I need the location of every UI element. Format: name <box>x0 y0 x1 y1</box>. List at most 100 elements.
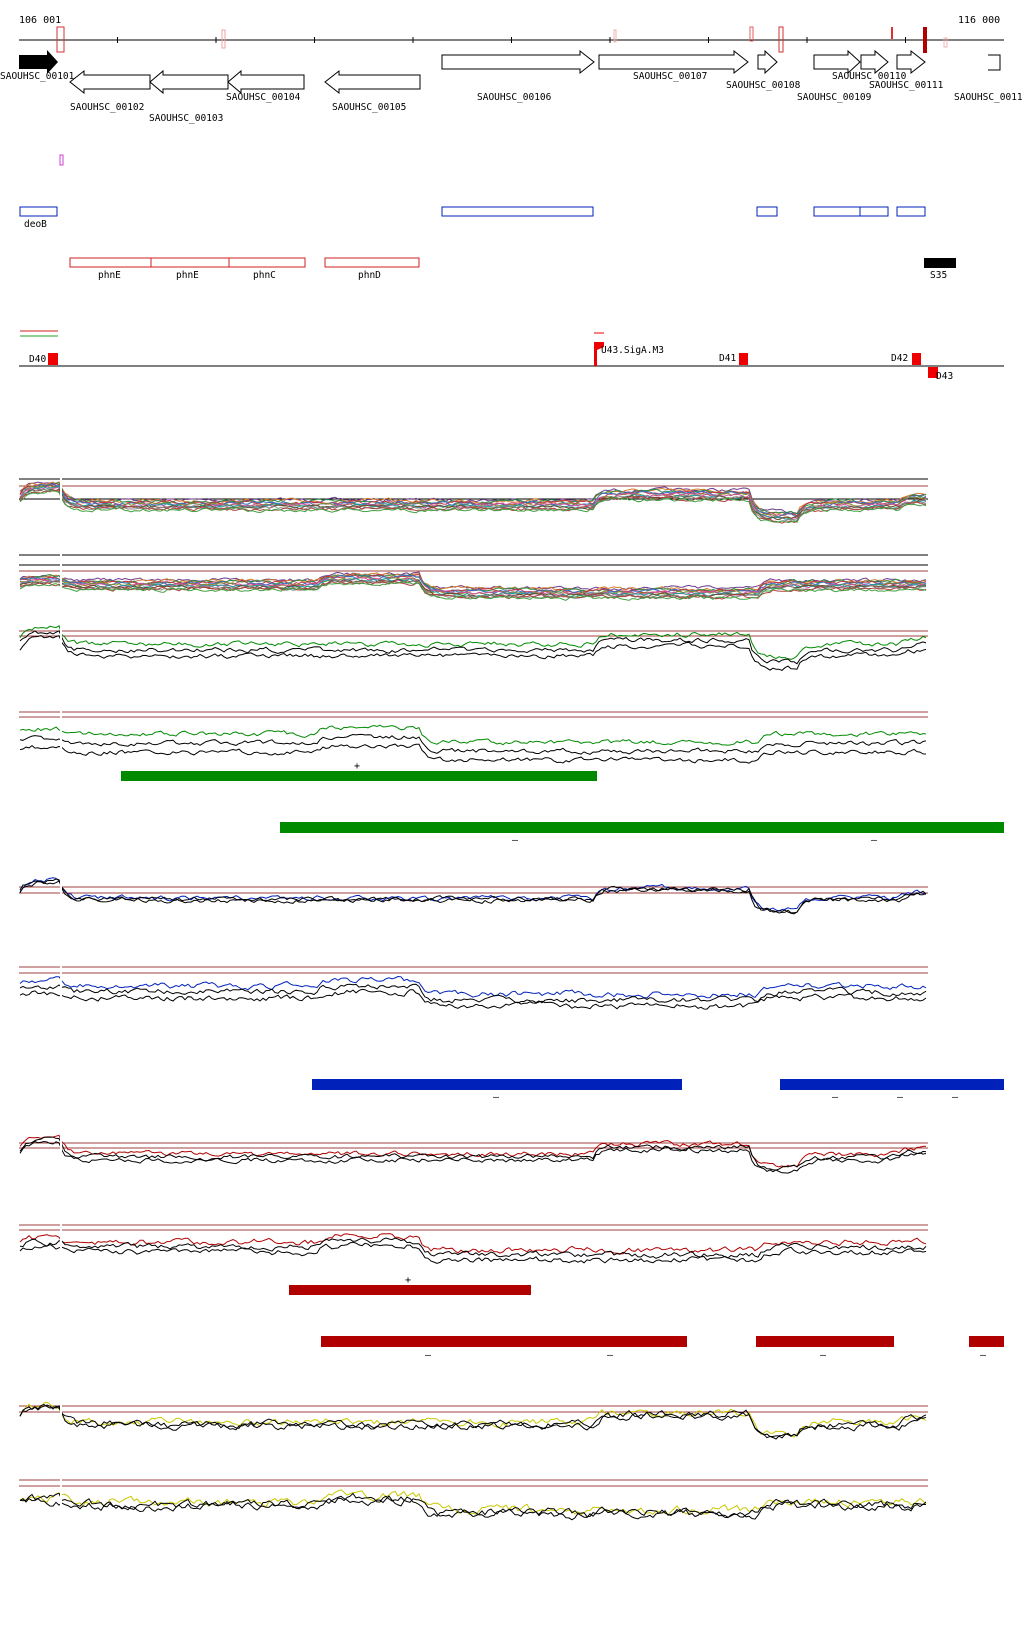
blue-segment-sign: – <box>952 1092 959 1103</box>
red-feature-box[interactable] <box>150 257 230 268</box>
ruler-marker <box>891 27 893 39</box>
expression-profile <box>19 1136 927 1171</box>
expression-profile <box>19 1134 927 1168</box>
gene-arrow-forward[interactable] <box>598 49 749 75</box>
expression-profile <box>19 490 927 524</box>
expression-profile <box>19 1401 927 1438</box>
gene-arrow-reverse[interactable] <box>69 69 151 95</box>
expression-profile <box>19 572 927 592</box>
blue-feature-box[interactable] <box>896 206 926 217</box>
promoter-marker[interactable] <box>48 353 58 365</box>
expression-profile <box>19 878 927 915</box>
green-segment-sign: – <box>512 835 519 846</box>
gene-label: SAOUHSC_00103 <box>149 113 223 124</box>
expression-profile <box>19 1404 927 1437</box>
expression-profile <box>19 880 927 914</box>
gene-track: SAOUHSC_00101 SAOUHSC_00102 SAOUHSC_0010… <box>0 49 1023 124</box>
ruler-end-label: 116 000 <box>958 15 1000 26</box>
ruler-marker <box>749 26 754 42</box>
expression-profile <box>19 481 927 514</box>
black-feature-label: S35 <box>930 270 947 281</box>
blue-feature-box[interactable] <box>441 206 594 217</box>
gene-arrow-reverse[interactable] <box>324 69 421 95</box>
green-segment-bar[interactable] <box>280 822 1004 833</box>
promoter-label: U43.SigA.M3 <box>601 345 664 356</box>
ruler-marker <box>56 26 65 53</box>
segment-bars: + – – – – – – + – – – – <box>121 761 1004 1361</box>
expression-profile <box>19 1403 927 1440</box>
expression-profile <box>19 877 927 912</box>
gene-arrow-forward[interactable] <box>441 49 595 75</box>
blue-segment-sign: – <box>897 1092 904 1103</box>
expression-profile <box>19 1492 927 1519</box>
ruler-start-label: 106 001 <box>19 15 61 26</box>
promoter-track: D40 U43.SigA.M3 D41 D42 D43 <box>19 330 1004 382</box>
expression-profile <box>19 578 926 599</box>
red-segment-sign: – <box>820 1350 827 1361</box>
expression-profile <box>19 483 927 517</box>
expression-profile <box>19 975 927 999</box>
red-segment-bar[interactable] <box>289 1285 531 1295</box>
gene-label: SAOUHSC_00108 <box>726 80 801 91</box>
gene-arrow-reverse[interactable] <box>149 69 229 95</box>
black-feature-box[interactable] <box>924 258 956 268</box>
ruler-marker <box>943 37 948 48</box>
expression-profile <box>19 724 927 746</box>
blue-feature-box[interactable] <box>756 206 778 217</box>
promoter-label: D42 <box>891 353 908 364</box>
gene-label: SAOUHSC_0011 <box>954 92 1023 103</box>
red-segment-sign: – <box>425 1350 432 1361</box>
red-feature-box[interactable] <box>324 257 420 268</box>
blue-feature-box[interactable] <box>859 206 889 217</box>
expression-profile <box>19 1495 926 1521</box>
gene-arrow-forward[interactable] <box>19 50 58 74</box>
gene-label: SAOUHSC_00102 <box>70 102 144 113</box>
blue-feature-box[interactable] <box>19 206 58 217</box>
red-segment-sign: – <box>607 1350 614 1361</box>
gene-arrow-forward[interactable] <box>896 49 926 75</box>
gene-label: SAOUHSC_00106 <box>477 92 552 103</box>
blue-feature-box[interactable] <box>813 206 861 217</box>
expression-profile <box>19 743 927 764</box>
red-feature-label: phnE <box>98 270 121 281</box>
coordinate-ruler: 106 001 116 000 <box>19 15 1004 53</box>
blue-segment-bar[interactable] <box>780 1079 1004 1090</box>
gene-label: SAOUHSC_00105 <box>332 102 406 113</box>
ruler-marker <box>778 26 784 53</box>
gene-arrow-forward[interactable] <box>813 49 861 75</box>
promoter-marker[interactable] <box>912 353 921 365</box>
expression-profile <box>19 634 927 671</box>
gene-arrow-forward[interactable] <box>988 54 1001 71</box>
red-feature-label: phnE <box>176 270 199 281</box>
expression-profile <box>19 983 927 1004</box>
red-segment-sign: – <box>980 1350 987 1361</box>
gene-label: SAOUHSC_00107 <box>633 71 707 82</box>
red-segment-bar[interactable] <box>756 1336 894 1347</box>
expression-tracks <box>19 450 928 1525</box>
expression-profile <box>19 1241 927 1264</box>
red-feature-box[interactable] <box>228 257 306 268</box>
blue-segment-bar[interactable] <box>312 1079 682 1090</box>
red-segment-bar[interactable] <box>969 1336 1004 1347</box>
blue-segment-sign: – <box>493 1092 500 1103</box>
gene-arrow-forward[interactable] <box>860 49 889 75</box>
promoter-marker[interactable] <box>928 367 938 378</box>
red-feature-box[interactable] <box>69 257 152 268</box>
promoter-label: D41 <box>719 353 736 364</box>
green-segment-sign: – <box>871 835 878 846</box>
green-segment-bar[interactable] <box>121 771 597 781</box>
promoter-label: D43 <box>936 371 953 382</box>
red-feature-track: phnE phnE phnC phnD S35 <box>69 257 956 281</box>
gene-arrow-forward[interactable] <box>757 49 778 75</box>
gene-arrow-reverse[interactable] <box>227 69 305 95</box>
blue-segment-sign: – <box>832 1092 839 1103</box>
red-segment-bar[interactable] <box>321 1336 687 1347</box>
ruler-marker <box>221 29 226 49</box>
promoter-marker[interactable] <box>594 342 604 366</box>
red-feature-label: phnC <box>253 270 276 281</box>
green-segment-sign: + <box>354 761 360 772</box>
promoter-marker[interactable] <box>739 353 748 365</box>
gene-label: SAOUHSC_00110 <box>832 71 907 82</box>
expression-profile <box>19 581 927 601</box>
expression-profile <box>19 625 927 660</box>
